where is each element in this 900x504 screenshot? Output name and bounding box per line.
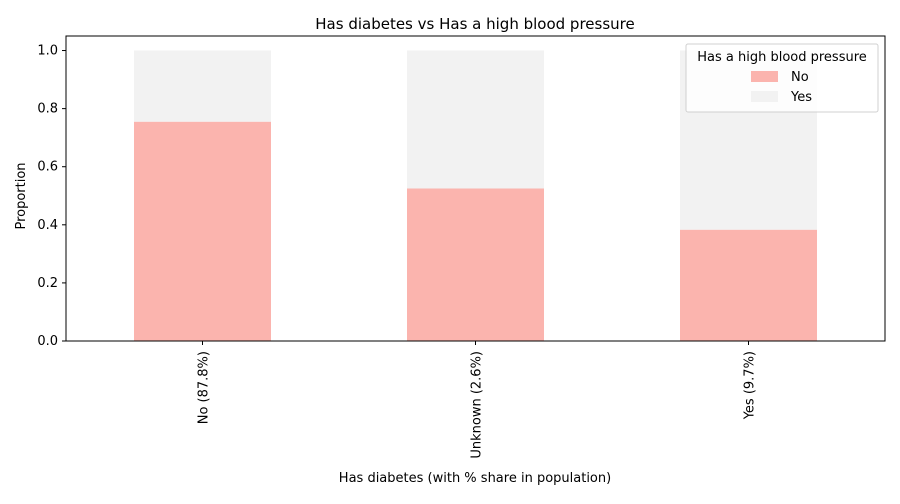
y-tick-label: 1.0 <box>37 44 58 59</box>
legend-swatch-yes <box>751 91 778 102</box>
y-tick-label: 0.4 <box>37 218 58 233</box>
y-tick-label: 0.2 <box>37 276 58 291</box>
legend-swatch-no <box>751 71 778 82</box>
plot-area: 0.0 0.2 0.4 0.6 0.8 1.0 No (87.8%) Unknown (2.6… <box>37 35 886 459</box>
x-tick-label: Yes (9.7%) <box>743 351 758 420</box>
chart-title: Has diabetes vs Has a high blood pressur… <box>315 15 634 33</box>
legend-title: Has a high blood pressure <box>697 50 867 65</box>
bar-yes-1 <box>407 50 544 189</box>
legend-entries: No Yes <box>751 70 812 105</box>
legend: Has a high blood pressure No Yes <box>685 43 879 113</box>
y-tick-label: 0.8 <box>37 102 58 117</box>
x-tick-label: Unknown (2.6%) <box>470 351 485 459</box>
y-axis-label: Proportion <box>14 162 29 229</box>
bar-yes-0 <box>134 50 271 122</box>
bar-no-2 <box>680 229 817 341</box>
y-tick-label: 0.0 <box>37 334 58 349</box>
bar-no-0 <box>134 121 271 341</box>
legend-label-yes: Yes <box>790 90 812 105</box>
bar-no-1 <box>407 188 544 341</box>
x-tick-label: No (87.8%) <box>197 351 212 424</box>
legend-frame <box>685 43 879 113</box>
x-axis-label: Has diabetes (with % share in population… <box>339 471 611 486</box>
legend-label-no: No <box>791 70 809 85</box>
y-tick-label: 0.6 <box>37 160 58 175</box>
